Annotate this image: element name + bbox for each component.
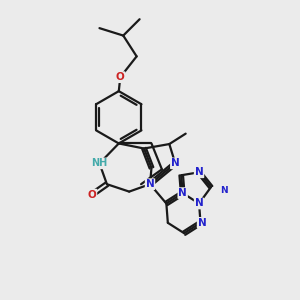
Text: N: N — [171, 158, 180, 168]
Text: O: O — [116, 72, 125, 82]
Text: N: N — [195, 167, 203, 177]
Text: N: N — [220, 186, 228, 195]
Text: O: O — [88, 190, 96, 200]
Text: N: N — [198, 218, 206, 228]
Text: N: N — [195, 199, 203, 208]
Text: N: N — [146, 179, 154, 189]
Text: N: N — [178, 188, 187, 198]
Text: NH: NH — [91, 158, 108, 168]
